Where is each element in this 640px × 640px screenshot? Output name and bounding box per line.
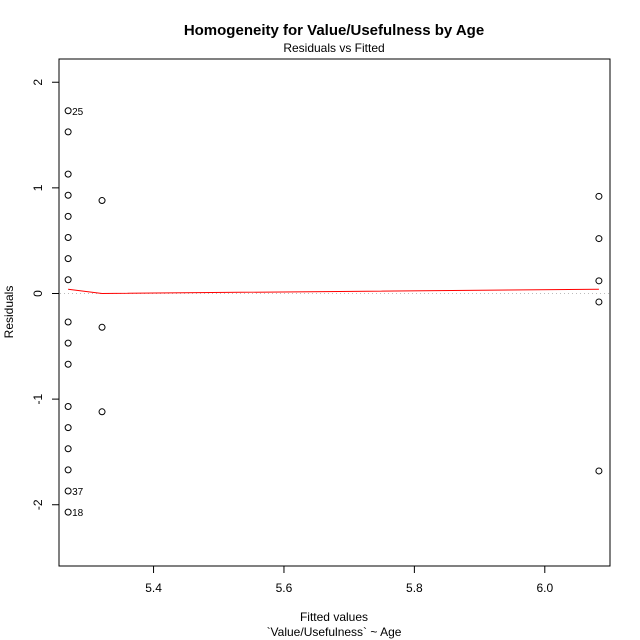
residual-point bbox=[595, 277, 603, 285]
x-tick-label: 6.0 bbox=[536, 581, 553, 595]
residual-point bbox=[64, 318, 72, 326]
x-tick-label: 5.8 bbox=[406, 581, 423, 595]
chart-subtitle: Residuals vs Fitted bbox=[283, 41, 384, 55]
x-tick-label: 5.6 bbox=[276, 581, 293, 595]
residual-point bbox=[64, 234, 72, 242]
y-axis: -2 -1 0 1 2 bbox=[31, 79, 59, 510]
residual-point bbox=[595, 192, 603, 200]
x-axis-label: Fitted values bbox=[300, 610, 368, 624]
smooth-trend-line bbox=[68, 288, 599, 294]
residual-point bbox=[64, 445, 72, 453]
y-tick-label: -1 bbox=[31, 393, 45, 404]
point-label: 37 bbox=[72, 487, 84, 498]
residual-point bbox=[64, 339, 72, 347]
residual-point bbox=[64, 466, 72, 474]
residual-point bbox=[64, 487, 72, 495]
residual-point bbox=[64, 212, 72, 220]
residual-point bbox=[64, 360, 72, 368]
residual-point bbox=[64, 403, 72, 411]
residual-points bbox=[64, 107, 603, 516]
residual-point bbox=[595, 298, 603, 306]
y-tick-label: 2 bbox=[31, 79, 45, 86]
residual-point bbox=[595, 467, 603, 475]
residual-point bbox=[64, 107, 72, 115]
y-tick-label: 0 bbox=[31, 290, 45, 297]
residual-point bbox=[98, 323, 106, 331]
residual-point bbox=[64, 508, 72, 516]
point-label: 18 bbox=[72, 508, 84, 519]
residual-point bbox=[64, 255, 72, 263]
point-labels: 25 37 18 bbox=[72, 107, 84, 519]
residual-point bbox=[64, 128, 72, 136]
x-tick-label: 5.4 bbox=[145, 581, 162, 595]
residual-point bbox=[64, 170, 72, 178]
chart-title: Homogeneity for Value/Usefulness by Age bbox=[184, 22, 484, 39]
y-tick-label: -2 bbox=[31, 499, 45, 510]
x-axis-formula: `Value/Usefulness` ~ Age bbox=[267, 625, 402, 639]
residual-point bbox=[595, 235, 603, 243]
y-tick-label: 1 bbox=[31, 184, 45, 191]
residual-point bbox=[98, 408, 106, 416]
residual-point bbox=[64, 276, 72, 284]
residual-point bbox=[64, 424, 72, 432]
residual-point bbox=[64, 191, 72, 199]
point-label: 25 bbox=[72, 107, 84, 118]
x-axis: 5.4 5.6 5.8 6.0 bbox=[145, 566, 553, 595]
residual-point bbox=[98, 197, 106, 205]
plot-frame bbox=[58, 58, 611, 567]
y-axis-label: Residuals bbox=[2, 286, 16, 339]
